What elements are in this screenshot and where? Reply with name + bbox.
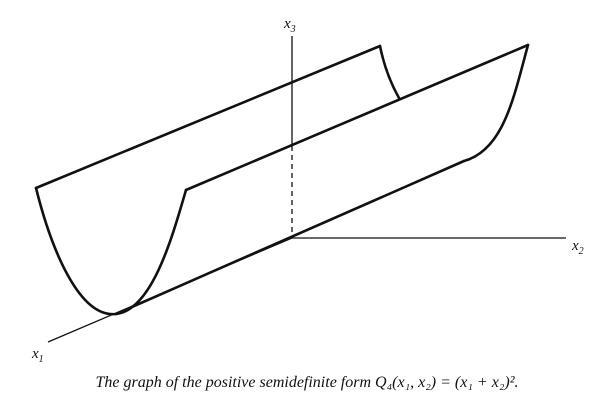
- figure-caption: The graph of the positive semidefinite f…: [95, 374, 519, 391]
- x3-axis-label: x3: [283, 16, 296, 35]
- x2-axis-label: x2: [571, 238, 584, 257]
- back-cross-section-curve: [378, 44, 401, 100]
- right-back-cross-section-curve: [462, 43, 530, 163]
- front-cross-section-curve: [34, 186, 188, 316]
- bottom-valley-line: [114, 159, 466, 316]
- back-left-rim-edge: [34, 44, 382, 190]
- x1-axis-label: x1: [31, 346, 44, 365]
- front-right-rim-edge: [184, 43, 530, 192]
